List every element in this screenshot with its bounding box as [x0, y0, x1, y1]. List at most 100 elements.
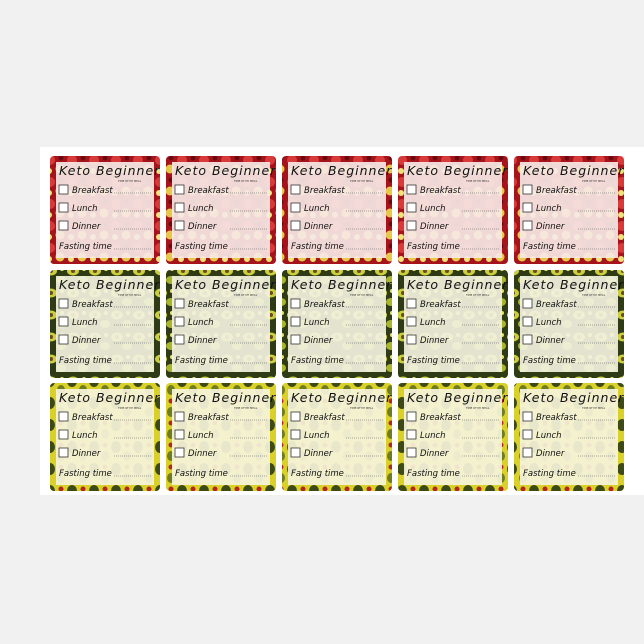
meal-label: Lunch — [72, 431, 98, 441]
fasting-label: Fasting time — [407, 469, 460, 479]
sticker-subtitle: TIME OF MY MEAL — [466, 293, 490, 297]
checkbox — [174, 334, 185, 345]
checkbox — [174, 220, 185, 231]
sticker-subtitle: TIME OF MY MEAL — [350, 179, 374, 183]
sticker-title: Keto Beginner — [175, 390, 276, 405]
sticker-subtitle: TIME OF MY MEAL — [582, 179, 606, 183]
fasting-label: Fasting time — [407, 356, 460, 366]
meal-label: Dinner — [536, 336, 565, 346]
meal-label: Breakfast — [72, 300, 113, 310]
meal-label: Breakfast — [72, 186, 113, 196]
meal-label: Dinner — [304, 336, 333, 346]
checkbox — [522, 334, 533, 345]
fasting-label: Fasting time — [59, 469, 112, 479]
checkbox — [290, 316, 301, 327]
fasting-label: Fasting time — [175, 242, 228, 252]
meal-label: Lunch — [304, 204, 330, 214]
meal-label: Lunch — [188, 431, 214, 441]
sticker-title: Keto Beginner — [407, 277, 508, 292]
meal-label: Dinner — [188, 449, 217, 459]
meal-label: Dinner — [536, 222, 565, 232]
sticker-subtitle: TIME OF MY MEAL — [582, 293, 606, 297]
checkbox — [522, 429, 533, 440]
meal-label: Lunch — [536, 318, 562, 328]
meal-label: Breakfast — [304, 186, 345, 196]
meal-label: Dinner — [420, 449, 449, 459]
meal-label: Breakfast — [188, 413, 229, 423]
sticker-subtitle: TIME OF MY MEAL — [350, 406, 374, 410]
meal-label: Lunch — [304, 431, 330, 441]
meal-label: Dinner — [72, 222, 101, 232]
checkbox — [406, 220, 417, 231]
checkbox — [58, 429, 69, 440]
sticker-panel — [56, 389, 154, 485]
sticker-subtitle: TIME OF MY MEAL — [582, 406, 606, 410]
sticker-panel — [288, 276, 386, 372]
meal-label: Dinner — [72, 336, 101, 346]
meal-label: Breakfast — [536, 300, 577, 310]
meal-label: Dinner — [536, 449, 565, 459]
meal-label: Lunch — [304, 318, 330, 328]
sticker-panel — [520, 389, 618, 485]
sticker-panel — [288, 162, 386, 258]
checkbox — [290, 411, 301, 422]
checkbox — [58, 334, 69, 345]
sticker-subtitle: TIME OF MY MEAL — [234, 179, 258, 183]
checkbox — [174, 411, 185, 422]
sticker-panel — [56, 276, 154, 372]
sticker-panel — [172, 276, 270, 372]
checkbox — [174, 316, 185, 327]
meal-label: Breakfast — [420, 413, 461, 423]
sticker-title: Keto Beginner — [291, 390, 392, 405]
checkbox — [406, 184, 417, 195]
checkbox — [58, 220, 69, 231]
fasting-label: Fasting time — [175, 469, 228, 479]
sticker-panel — [56, 162, 154, 258]
checkbox — [522, 184, 533, 195]
meal-label: Dinner — [304, 449, 333, 459]
meal-label: Lunch — [72, 204, 98, 214]
meal-label: Lunch — [420, 204, 446, 214]
checkbox — [406, 411, 417, 422]
checkbox — [58, 316, 69, 327]
sticker-subtitle: TIME OF MY MEAL — [234, 293, 258, 297]
checkbox — [522, 202, 533, 213]
sticker-title: Keto Beginner — [291, 277, 392, 292]
checkbox — [290, 298, 301, 309]
meal-label: Lunch — [420, 431, 446, 441]
meal-label: Breakfast — [304, 413, 345, 423]
checkbox — [58, 447, 69, 458]
sticker-title: Keto Beginner — [59, 390, 160, 405]
checkbox — [58, 298, 69, 309]
checkbox — [406, 334, 417, 345]
fasting-label: Fasting time — [59, 242, 112, 252]
sticker-panel — [520, 276, 618, 372]
sticker-title: Keto Beginner — [523, 277, 624, 292]
checkbox — [290, 429, 301, 440]
checkbox — [290, 202, 301, 213]
sticker-subtitle: TIME OF MY MEAL — [118, 406, 142, 410]
meal-label: Lunch — [72, 318, 98, 328]
sticker-subtitle: TIME OF MY MEAL — [350, 293, 374, 297]
fasting-label: Fasting time — [59, 356, 112, 366]
checkbox — [290, 334, 301, 345]
sticker-title: Keto Beginner — [523, 163, 624, 178]
checkbox — [522, 411, 533, 422]
checkbox — [522, 316, 533, 327]
checkbox — [58, 184, 69, 195]
meal-label: Breakfast — [188, 300, 229, 310]
sticker-title: Keto Beginner — [175, 163, 276, 178]
checkbox — [174, 298, 185, 309]
meal-label: Breakfast — [188, 186, 229, 196]
sticker-title: Keto Beginner — [407, 163, 508, 178]
checkbox — [58, 202, 69, 213]
meal-label: Lunch — [188, 318, 214, 328]
checkbox — [58, 411, 69, 422]
